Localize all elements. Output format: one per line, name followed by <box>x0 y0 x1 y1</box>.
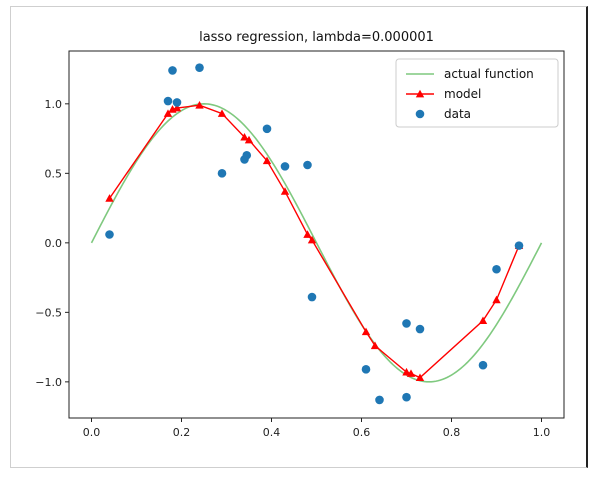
data-point <box>402 319 411 328</box>
model-point <box>105 194 114 202</box>
data-point <box>163 96 173 106</box>
data-point <box>242 150 252 160</box>
x-tick-label: 0.4 <box>263 426 281 439</box>
chart: lasso regression, lambda=0.000001 0.0 0.2… <box>35 30 565 439</box>
legend-box <box>395 58 559 128</box>
model-point <box>307 235 317 244</box>
data-point <box>361 365 371 374</box>
x-tick-label: 0.0 <box>83 426 101 439</box>
data-point <box>492 264 501 274</box>
y-tick-label: −0.5 <box>35 306 62 319</box>
model-point <box>303 230 312 238</box>
model-point <box>415 373 425 382</box>
data-point <box>402 392 411 402</box>
model-point <box>492 295 501 304</box>
model-point <box>217 109 227 117</box>
data-point <box>168 66 177 75</box>
model-point <box>370 341 380 350</box>
legend-label: model <box>444 87 481 101</box>
data-point <box>375 395 384 405</box>
model-point <box>402 367 411 376</box>
y-tick-label: 0.0 <box>45 237 63 250</box>
model-point <box>172 103 182 112</box>
model-point <box>262 156 272 165</box>
model-point <box>244 135 254 144</box>
data-point <box>105 230 114 239</box>
y-tick-label: 1.0 <box>45 98 63 111</box>
figure-frame: lasso regression, lambda=0.000001 0.0 0.2… <box>10 6 588 468</box>
legend-swatch-model-marker <box>415 89 425 98</box>
x-tick-label: 1.0 <box>533 426 551 439</box>
legend-label: actual function <box>444 67 534 81</box>
data-point <box>262 124 272 134</box>
legend-label: data <box>444 107 471 121</box>
data-point <box>478 360 488 370</box>
legend: actual function model data <box>395 58 559 128</box>
data-point <box>195 63 204 72</box>
plot-area <box>68 50 565 419</box>
x-tick-label: 0.2 <box>173 426 191 439</box>
series-actual-function <box>90 103 543 383</box>
data-point <box>280 162 290 171</box>
x-tick-label: 0.8 <box>443 426 461 439</box>
y-axis: −1.0 −0.5 0.0 0.5 1.0 <box>35 98 69 389</box>
model-point <box>361 327 371 336</box>
model-point <box>406 369 416 377</box>
model-point <box>478 316 488 325</box>
model-point <box>163 109 173 117</box>
data-point <box>514 241 524 250</box>
data-point <box>172 98 182 107</box>
chart-title: lasso regression, lambda=0.000001 <box>199 30 434 45</box>
y-tick-label: −1.0 <box>35 376 62 389</box>
legend-swatch-data <box>415 109 425 119</box>
series-layer <box>90 63 543 405</box>
model-point <box>195 101 204 109</box>
model-point <box>280 187 290 195</box>
y-tick-label: 0.5 <box>45 167 63 180</box>
data-point <box>217 169 227 178</box>
x-tick-label: 0.6 <box>353 426 371 439</box>
data-point <box>307 292 317 302</box>
data-point <box>303 160 312 170</box>
data-point <box>415 324 425 334</box>
x-axis: 0.0 0.2 0.4 0.6 0.8 1.0 <box>83 418 551 439</box>
model-point <box>240 132 249 141</box>
